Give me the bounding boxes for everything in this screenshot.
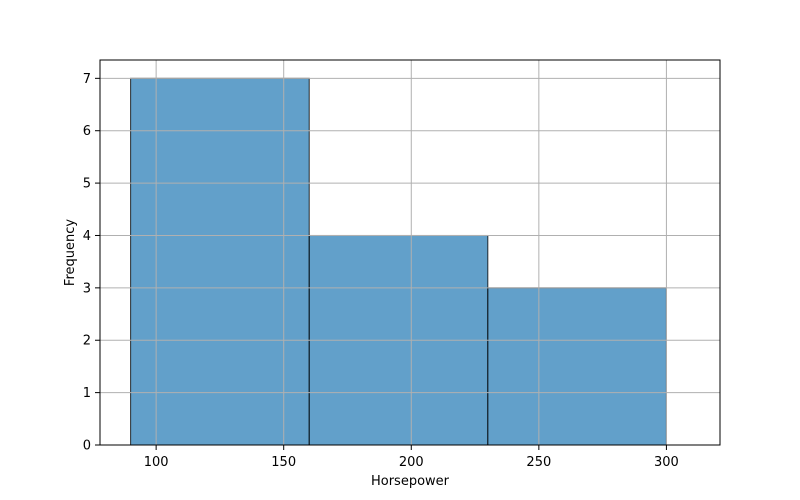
y-axis-label: Frequency [63,219,78,286]
x-tick-label: 250 [526,455,551,470]
x-tick-label: 200 [399,455,424,470]
y-tick-label: 7 [83,72,91,87]
x-tick-label: 100 [144,455,169,470]
y-tick-label: 3 [83,281,91,296]
histogram-bars [100,60,720,445]
y-tick-label: 1 [83,386,91,401]
y-tick-label: 6 [83,124,91,139]
y-tick-label: 2 [83,334,91,349]
histogram-bar-1 [131,78,310,445]
x-tick-label: 300 [654,455,679,470]
y-tick-label: 0 [83,439,91,454]
x-tick-label: 150 [271,455,296,470]
y-tick-label: 4 [83,229,91,244]
y-tick-label: 5 [83,177,91,192]
histogram-bar-3 [488,288,667,445]
x-axis-label: Horsepower [371,474,450,489]
